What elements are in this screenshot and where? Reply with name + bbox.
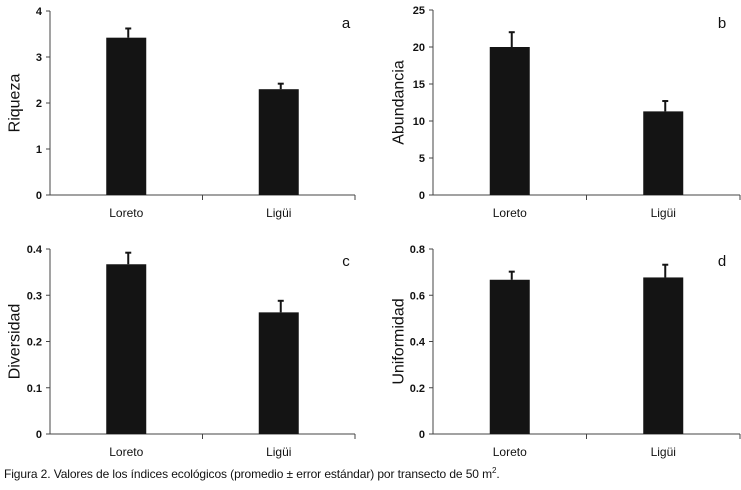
bar-b-Ligüi: [643, 111, 684, 195]
y-tick-label: 0: [36, 190, 42, 202]
y-tick-label: 20: [413, 42, 425, 54]
y-tick-label: 0: [419, 190, 425, 202]
y-tick-label: 0: [36, 429, 42, 441]
y-tick-label: 25: [413, 5, 425, 17]
y-tick-label: 0.1: [27, 383, 42, 395]
x-tick-label: Loreto: [109, 445, 143, 459]
caption-suffix: .: [496, 467, 500, 481]
y-axis-title: Riqueza: [7, 74, 24, 133]
y-axis-title: Uniformidad: [391, 298, 408, 384]
y-tick-label: 0.6: [410, 290, 425, 302]
y-tick-label: 10: [413, 116, 425, 128]
panel-letter: d: [718, 253, 726, 270]
panel-letter: b: [718, 15, 726, 32]
chart-panel-c: 0 0.1 0.2 0.3 0.4 Loreto Ligüi Diversidad c: [7, 244, 356, 459]
x-tick-label: Loreto: [493, 206, 527, 220]
panel-letter: c: [342, 253, 350, 270]
y-tick-label: 2: [36, 98, 42, 110]
x-tick-label: Ligüi: [651, 445, 676, 459]
y-tick-label: 4: [36, 6, 43, 18]
y-tick-label: 0.8: [410, 244, 425, 256]
bar-c-Loreto: [106, 264, 147, 434]
bar-d-Loreto: [489, 279, 530, 434]
y-tick-label: 0.4: [410, 337, 426, 349]
y-tick-label: 0.3: [27, 290, 42, 302]
y-tick-label: 1: [36, 144, 42, 156]
y-tick-label: 0: [419, 429, 425, 441]
bar-b-Loreto: [489, 47, 530, 195]
y-tick-label: 3: [36, 52, 42, 64]
x-tick-label: Loreto: [493, 445, 527, 459]
x-tick-label: Ligüi: [266, 206, 291, 220]
caption-superscript: 2: [491, 466, 497, 475]
y-tick-label: 0.4: [27, 244, 43, 256]
chart-panel-a: 0 1 2 3 4 Loreto Ligüi Riqueza a: [7, 6, 356, 220]
y-tick-label: 15: [413, 79, 425, 91]
caption-text: Figura 2. Valores de los índices ecológi…: [4, 467, 492, 481]
bar-d-Ligüi: [643, 277, 684, 434]
y-tick-label: 0.2: [410, 383, 425, 395]
panel-letter: a: [342, 15, 351, 32]
y-axis-title: Abundancia: [391, 60, 408, 145]
bar-a-Loreto: [106, 37, 147, 196]
y-axis-title: Diversidad: [7, 304, 24, 380]
bar-a-Ligüi: [258, 89, 299, 195]
y-tick-label: 0.2: [27, 337, 42, 349]
x-tick-label: Loreto: [109, 206, 143, 220]
figure-caption: Figura 2. Valores de los índices ecológi…: [4, 466, 500, 481]
figure-panels: 0 1 2 3 4 Loreto Ligüi Riqueza a 0 5 10 15 20 25 Loreto…: [7, 5, 741, 459]
bar-c-Ligüi: [258, 312, 299, 434]
chart-panel-b: 0 5 10 15 20 25 Loreto Ligüi Abundancia b: [391, 5, 741, 220]
chart-panel-d: 0 0.2 0.4 0.6 0.8 Loreto Ligüi Uniformidad d: [391, 244, 741, 459]
y-tick-label: 5: [419, 153, 425, 165]
x-tick-label: Ligüi: [266, 445, 291, 459]
x-tick-label: Ligüi: [651, 206, 676, 220]
